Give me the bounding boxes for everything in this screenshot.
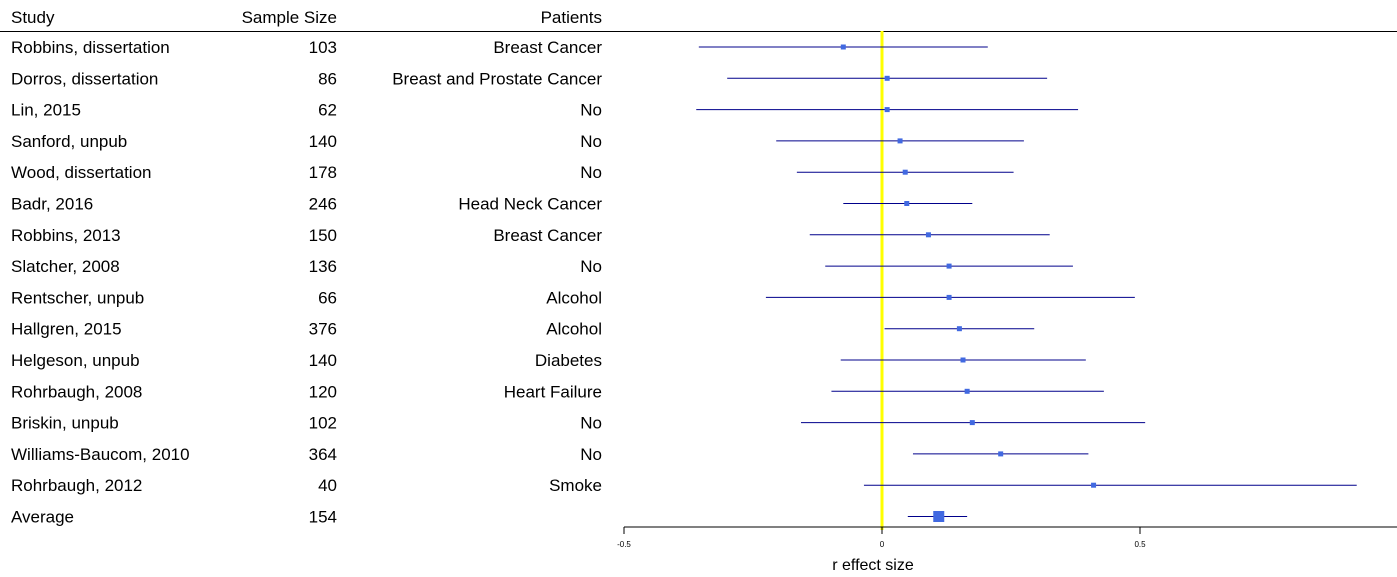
row-patients: No <box>580 132 602 151</box>
row-patients: Breast Cancer <box>493 38 602 57</box>
x-tick-label: -0.5 <box>617 540 631 549</box>
row-study: Wood, dissertation <box>11 163 151 182</box>
row-sample-size: 66 <box>318 288 337 307</box>
row-study: Williams-Baucom, 2010 <box>11 445 190 464</box>
row-sample-size: 376 <box>309 320 337 339</box>
x-axis: -0.5 0 0.5 <box>617 526 1397 549</box>
row-sample-size: 246 <box>309 195 337 214</box>
row-sample-size: 62 <box>318 101 337 120</box>
row-study: Slatcher, 2008 <box>11 257 120 276</box>
row-study: Rohrbaugh, 2008 <box>11 382 142 401</box>
row-patients: No <box>580 163 602 182</box>
row-sample-size: 120 <box>309 382 337 401</box>
row-patients: Diabetes <box>535 351 602 370</box>
row-sample-size: 140 <box>309 351 337 370</box>
row-study: Lin, 2015 <box>11 101 81 120</box>
row-patients: Alcohol <box>546 288 602 307</box>
row-study: Rohrbaugh, 2012 <box>11 476 142 495</box>
point-estimate <box>946 294 952 300</box>
row-patients: Breast and Prostate Cancer <box>392 69 602 88</box>
point-estimate <box>925 232 931 238</box>
point-estimate <box>902 169 908 175</box>
point-estimate <box>969 420 975 426</box>
row-sample-size: 150 <box>309 226 337 245</box>
x-tick-label: 0 <box>880 540 885 549</box>
row-patients: No <box>580 257 602 276</box>
row-study: Rentscher, unpub <box>11 288 144 307</box>
row-sample-size: 136 <box>309 257 337 276</box>
point-estimate <box>840 44 846 50</box>
row-patients: No <box>580 445 602 464</box>
row-patients: Smoke <box>549 476 602 495</box>
x-tick-label: 0.5 <box>1134 540 1146 549</box>
row-sample-size: 86 <box>318 69 337 88</box>
point-estimate <box>956 326 962 332</box>
row-study: Robbins, 2013 <box>11 226 121 245</box>
row-sample-size: 102 <box>309 414 337 433</box>
row-sample-size: 40 <box>318 476 337 495</box>
row-sample-size: 140 <box>309 132 337 151</box>
row-patients: No <box>580 101 602 120</box>
row-patients: Heart Failure <box>504 382 602 401</box>
point-estimate <box>904 201 910 206</box>
header-sample-size: Sample Size <box>242 8 337 27</box>
row-study: Badr, 2016 <box>11 195 93 214</box>
x-axis-label: r effect size <box>832 557 914 574</box>
row-study: Helgeson, unpub <box>11 351 140 370</box>
summary-sample-size: 154 <box>309 508 337 527</box>
point-estimate <box>884 107 890 113</box>
point-estimate <box>884 75 890 81</box>
row-study: Sanford, unpub <box>11 132 127 151</box>
row-patients: Breast Cancer <box>493 226 602 245</box>
header-patients: Patients <box>541 8 602 27</box>
point-estimate <box>1091 482 1097 488</box>
point-estimate <box>964 388 970 394</box>
row-study: Hallgren, 2015 <box>11 320 122 339</box>
row-patients: Head Neck Cancer <box>458 195 602 214</box>
row-patients: Alcohol <box>546 320 602 339</box>
row-sample-size: 178 <box>309 163 337 182</box>
row-study: Dorros, dissertation <box>11 69 158 88</box>
row-study: Briskin, unpub <box>11 414 119 433</box>
point-estimate <box>946 263 952 269</box>
row-sample-size: 364 <box>309 445 337 464</box>
point-estimate <box>998 451 1004 457</box>
summary-point-estimate <box>933 511 945 522</box>
point-estimate <box>960 357 966 363</box>
header-study: Study <box>11 8 55 27</box>
row-study: Robbins, dissertation <box>11 38 170 57</box>
study-rows: Robbins, dissertation 103 Breast Cancer Dor… <box>11 38 602 527</box>
plot-area <box>696 31 1357 530</box>
row-patients: No <box>580 414 602 433</box>
row-sample-size: 103 <box>309 38 337 57</box>
point-estimate <box>897 138 903 144</box>
summary-study: Average <box>11 508 74 527</box>
